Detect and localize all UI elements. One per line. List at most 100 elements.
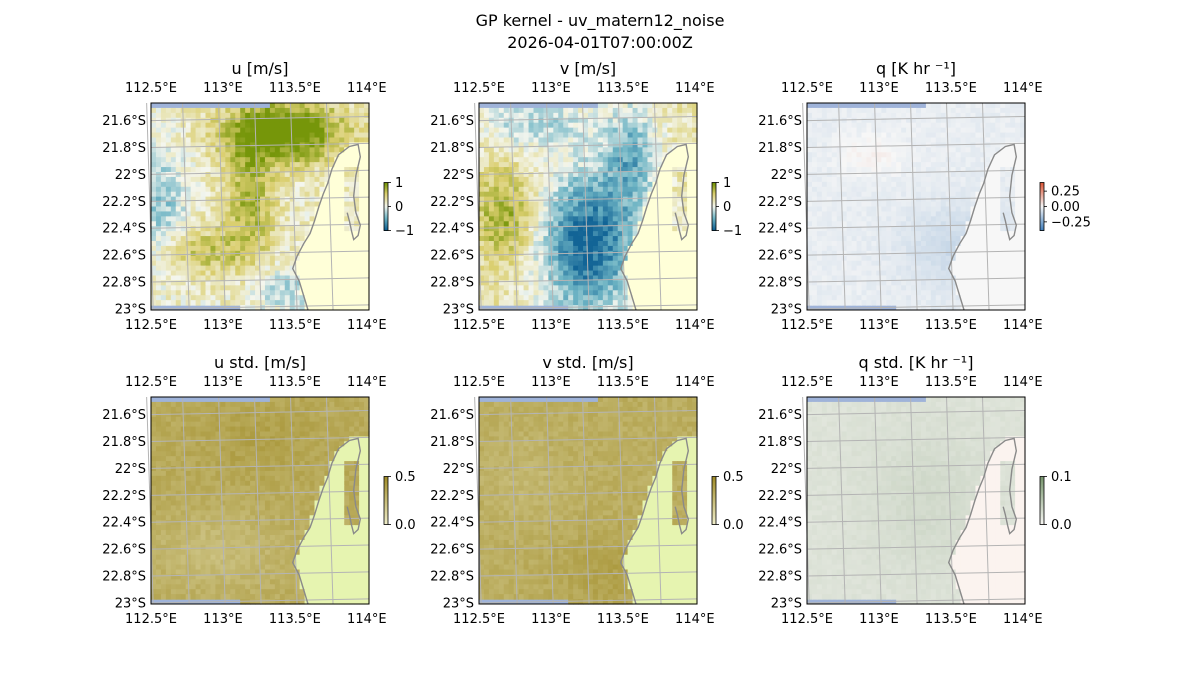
heatmap-cell — [488, 137, 495, 144]
heatmap-cell — [886, 122, 892, 129]
heatmap-cell — [230, 255, 236, 262]
heatmap-cell — [637, 132, 644, 139]
colorbar-segment — [712, 204, 716, 207]
heatmap-cell — [155, 231, 162, 237]
heatmap-cell — [985, 112, 991, 119]
heatmap-cell — [523, 290, 530, 296]
heatmap-cell — [911, 231, 917, 237]
heatmap-cell — [294, 112, 301, 119]
heatmap-cell — [568, 290, 574, 296]
heatmap-cell — [960, 103, 967, 109]
heatmap-cell — [642, 167, 649, 173]
heatmap-cell — [851, 147, 858, 153]
heatmap-cell — [955, 147, 962, 153]
heatmap-cell — [274, 260, 281, 267]
heatmap-cell — [324, 231, 330, 237]
heatmap-cell — [230, 162, 236, 168]
heatmap-cell — [642, 260, 649, 267]
heatmap-cell — [240, 172, 246, 178]
colorbar-segment — [712, 212, 716, 215]
heatmap-cell — [190, 117, 197, 124]
heatmap-cell — [811, 112, 818, 119]
heatmap-cell — [245, 152, 251, 158]
heatmap-cell — [578, 241, 584, 247]
heatmap-cell — [642, 117, 649, 124]
heatmap-cell — [279, 275, 286, 282]
heatmap-cell — [364, 147, 370, 153]
heatmap-cell — [314, 157, 321, 163]
heatmap-cell — [503, 147, 510, 153]
heatmap-cell — [518, 260, 525, 267]
heatmap-cell — [165, 127, 172, 134]
heatmap-cell — [925, 201, 932, 208]
heatmap-cell — [493, 250, 500, 257]
heatmap-cell — [692, 196, 698, 203]
heatmap-cell — [483, 127, 490, 134]
heatmap-cell — [925, 211, 932, 217]
heatmap-cell — [1005, 152, 1011, 158]
heatmap-cell — [672, 137, 678, 144]
heatmap-cell — [901, 191, 907, 198]
heatmap-cell — [811, 216, 818, 222]
heatmap-cell — [195, 201, 202, 208]
heatmap-cell — [896, 216, 902, 222]
heatmap-cell — [508, 186, 515, 193]
heatmap-cell — [990, 132, 996, 139]
heatmap-cell — [225, 162, 231, 168]
heatmap-cell — [622, 250, 629, 257]
heatmap-cell — [503, 152, 510, 158]
heatmap-cell — [816, 191, 823, 198]
heatmap-cell — [503, 181, 510, 188]
heatmap-cell — [260, 112, 266, 119]
heatmap-cell — [255, 112, 261, 119]
heatmap-cell — [687, 300, 693, 306]
heatmap-cell — [975, 112, 981, 119]
heatmap-cell — [488, 186, 495, 193]
heatmap-cell — [563, 176, 569, 183]
heatmap-cell — [807, 196, 813, 203]
heatmap-cell — [225, 172, 231, 178]
heatmap-cell — [240, 270, 246, 277]
heatmap-cell — [558, 122, 564, 129]
heatmap-cell — [682, 270, 688, 277]
heatmap-cell — [274, 122, 281, 129]
heatmap-cell — [175, 236, 182, 242]
heatmap-cell — [637, 201, 644, 208]
heatmap-cell — [612, 206, 619, 213]
heatmap-cell — [518, 280, 525, 286]
heatmap-cell — [339, 191, 345, 198]
heatmap-cell — [841, 147, 848, 153]
heatmap-cell — [523, 236, 530, 242]
y-tick-label: 22.2°S — [430, 195, 474, 210]
heatmap-cell — [264, 206, 271, 213]
heatmap-cell — [563, 112, 569, 119]
heatmap-cell — [230, 280, 236, 286]
heatmap-cell — [980, 152, 986, 158]
heatmap-cell — [811, 211, 818, 217]
heatmap-cell — [359, 152, 365, 158]
heatmap-cell — [289, 295, 296, 301]
heatmap-cell — [647, 186, 653, 193]
heatmap-cell — [250, 295, 256, 301]
heatmap-cell — [190, 206, 197, 213]
heatmap-cell — [235, 216, 241, 222]
heatmap-cell — [672, 270, 678, 277]
heatmap-cell — [195, 167, 202, 173]
heatmap-cell — [627, 103, 634, 109]
heatmap-cell — [245, 290, 251, 296]
heatmap-cell — [831, 112, 838, 119]
heatmap-cell — [160, 275, 167, 282]
heatmap-cell — [274, 295, 281, 301]
heatmap-cell — [667, 290, 673, 296]
heatmap-cell — [235, 270, 241, 277]
heatmap-cell — [807, 231, 813, 237]
heatmap-cell — [309, 305, 316, 311]
heatmap-cell — [215, 137, 221, 144]
heatmap-cell — [155, 255, 162, 262]
heatmap-cell — [861, 142, 868, 148]
heatmap-cell — [1015, 117, 1021, 124]
heatmap-cell — [185, 157, 192, 163]
heatmap-cell — [1015, 231, 1021, 237]
heatmap-cell — [826, 142, 833, 148]
heatmap-cell — [195, 241, 202, 247]
